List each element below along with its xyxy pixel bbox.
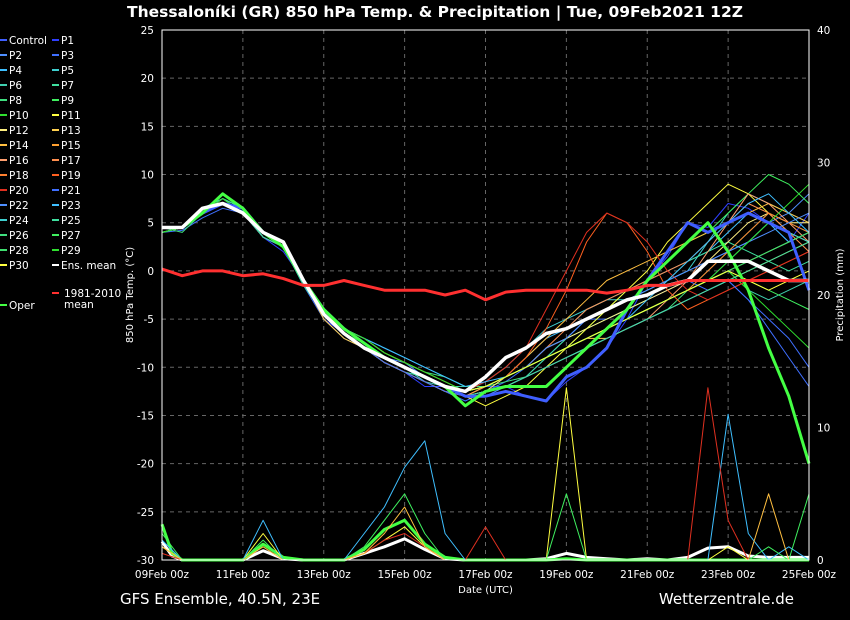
legend-label: P26 bbox=[9, 230, 29, 242]
legend-label: P16 bbox=[9, 155, 29, 167]
legend-label: P11 bbox=[61, 110, 81, 122]
x-tick-label: 17Feb 00z bbox=[458, 569, 513, 581]
legend-label: P2 bbox=[9, 50, 22, 62]
x-tick-label: 25Feb 00z bbox=[782, 569, 837, 581]
legend-label: Oper bbox=[9, 300, 35, 312]
legend-label: P9 bbox=[61, 95, 74, 107]
x-tick-label: 15Feb 00z bbox=[378, 569, 433, 581]
legend-label: P10 bbox=[9, 110, 29, 122]
y2-tick-label: 10 bbox=[817, 423, 830, 435]
plot-frame bbox=[161, 29, 810, 561]
legend-label: P18 bbox=[9, 170, 29, 182]
legend-label: P3 bbox=[61, 50, 74, 62]
legend-label: P20 bbox=[9, 185, 29, 197]
legend-label: P19 bbox=[61, 170, 81, 182]
legend-label: P6 bbox=[9, 80, 22, 92]
y-tick-label: 5 bbox=[147, 218, 154, 230]
legend-label: Control bbox=[9, 35, 47, 47]
x-tick-label: 11Feb 00z bbox=[216, 569, 271, 581]
footer-model-info: GFS Ensemble, 40.5N, 23E bbox=[120, 590, 320, 608]
y-tick-label: 0 bbox=[147, 266, 154, 278]
legend-label: P5 bbox=[61, 65, 74, 77]
y-tick-label: -20 bbox=[137, 459, 154, 471]
series-line bbox=[161, 267, 809, 302]
legend-label: P28 bbox=[9, 245, 29, 257]
legend-label: P29 bbox=[61, 245, 81, 257]
y-tick-label: 20 bbox=[141, 73, 154, 85]
legend-label: P22 bbox=[9, 200, 29, 212]
y-tick-label: -30 bbox=[137, 555, 154, 567]
legend-label: P15 bbox=[61, 140, 81, 152]
legend-label: Ens. mean bbox=[61, 260, 116, 272]
legend-label: 1981-2010 mean bbox=[64, 288, 121, 311]
axis-ticks: 09Feb 00z 11Feb 00z 13Feb 00z 15Feb 00z 17Fe… bbox=[135, 25, 837, 581]
temperature-series bbox=[161, 174, 811, 465]
y-tick-label: -10 bbox=[137, 362, 154, 374]
legend-label: P13 bbox=[61, 125, 81, 137]
legend-label: P27 bbox=[61, 230, 81, 242]
chart-title: Thessaloníki (GR) 850 hPa Temp. & Precip… bbox=[127, 3, 743, 22]
y2-tick-label: 30 bbox=[817, 158, 830, 170]
legend-label: P4 bbox=[9, 65, 22, 77]
legend: Control P1 P2 P3 P4 P5 P6 P7 P8 P9 P10 P11 P12 P13 P14… bbox=[0, 35, 121, 312]
x-tick-label: 23Feb 00z bbox=[701, 569, 756, 581]
legend-label: P14 bbox=[9, 140, 29, 152]
legend-label: P30 bbox=[9, 260, 29, 272]
x-tick-label: 09Feb 00z bbox=[135, 569, 190, 581]
y2-tick-label: 40 bbox=[817, 25, 830, 37]
footer-site-name: Wetterzentrale.de bbox=[659, 590, 794, 608]
y-tick-label: 15 bbox=[141, 121, 154, 133]
legend-label: P24 bbox=[9, 215, 29, 227]
y-tick-label: -5 bbox=[144, 314, 154, 326]
y-tick-label: 25 bbox=[141, 25, 154, 37]
x-tick-label: 13Feb 00z bbox=[297, 569, 352, 581]
series-line bbox=[162, 201, 809, 394]
x-axis-label: Date (UTC) bbox=[458, 585, 513, 596]
legend-label: P12 bbox=[9, 125, 29, 137]
y-tick-label: -15 bbox=[137, 410, 154, 422]
y-tick-label: -25 bbox=[137, 507, 154, 519]
legend-label: P23 bbox=[61, 200, 81, 212]
y-tick-label: 10 bbox=[141, 170, 154, 182]
y2-tick-label: 0 bbox=[817, 555, 824, 567]
legend-label: P8 bbox=[9, 95, 22, 107]
x-tick-label: 21Feb 00z bbox=[620, 569, 675, 581]
legend-label: P25 bbox=[61, 215, 81, 227]
y2-tick-label: 20 bbox=[817, 290, 830, 302]
legend-label: P21 bbox=[61, 185, 81, 197]
legend-label: P7 bbox=[61, 80, 74, 92]
x-tick-label: 19Feb 00z bbox=[539, 569, 594, 581]
y2-axis-label: Precipitation (mm) bbox=[835, 248, 846, 341]
legend-label: P1 bbox=[61, 35, 74, 47]
y-axis-label: 850 hPa Temp. (°C) bbox=[125, 247, 136, 343]
legend-label: P17 bbox=[61, 155, 81, 167]
